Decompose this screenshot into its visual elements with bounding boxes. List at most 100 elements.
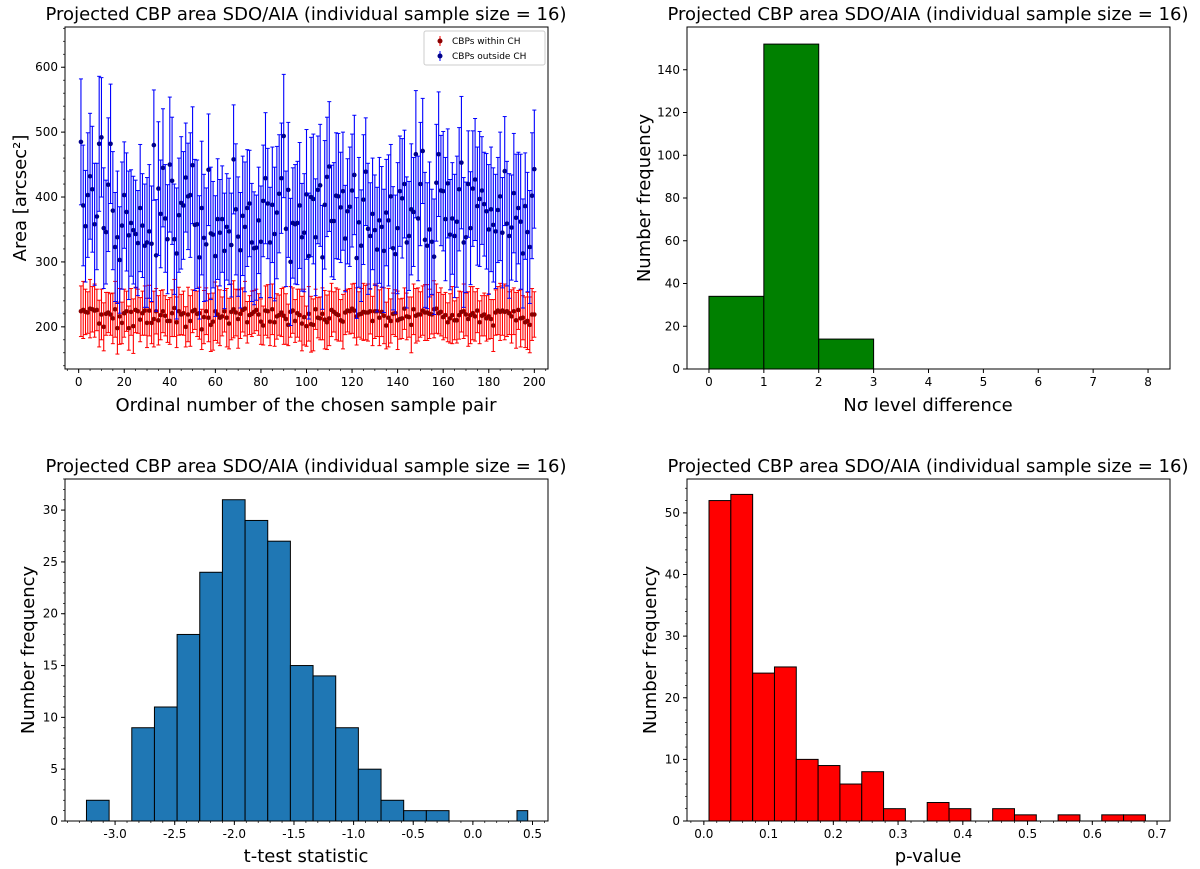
data-point — [481, 312, 487, 317]
data-point — [267, 319, 273, 324]
panel4-x-tick-label: 0.4 — [953, 827, 972, 841]
data-point — [402, 181, 407, 187]
panel2-y-tick-label: 100 — [657, 148, 680, 162]
data-point — [363, 169, 369, 175]
panel4-x-tick-label: 0.5 — [1018, 827, 1037, 841]
panel2-x-tick-label: 3 — [870, 375, 878, 389]
data-point — [516, 205, 521, 211]
data-point — [313, 234, 318, 240]
data-point — [194, 221, 200, 227]
data-point — [224, 224, 230, 230]
data-point — [393, 251, 398, 257]
panel2-y-tick-label: 80 — [665, 191, 680, 205]
data-point — [479, 188, 485, 193]
panel3-x-tick-label: -2.5 — [163, 827, 186, 841]
data-point — [288, 259, 293, 265]
data-point — [135, 240, 141, 246]
data-point — [256, 218, 261, 223]
panel-pvalue-histogram: Projected CBP area SDO/AIA (individual s… — [640, 456, 1188, 867]
data-point — [361, 197, 366, 202]
data-point — [112, 306, 118, 312]
data-point — [470, 310, 476, 316]
panel2-x-tick-label: 5 — [980, 375, 988, 389]
panel3-y-tick-label: 30 — [43, 503, 58, 517]
data-point — [383, 323, 389, 328]
data-point — [475, 308, 480, 313]
data-point — [388, 194, 394, 199]
histogram-bar — [948, 808, 972, 822]
data-point — [345, 209, 350, 214]
data-point — [295, 220, 300, 226]
data-point — [238, 311, 243, 317]
data-point — [217, 230, 223, 236]
data-point — [443, 216, 448, 222]
data-point — [532, 166, 537, 172]
data-point — [326, 316, 332, 321]
data-point — [258, 239, 264, 245]
data-point — [306, 253, 312, 259]
data-point — [320, 255, 325, 260]
panel1-x-tick-label: 100 — [295, 375, 318, 389]
data-point — [299, 234, 305, 240]
data-point — [279, 175, 284, 181]
data-point — [78, 139, 84, 145]
panel1-y-tick-label: 400 — [35, 190, 58, 204]
histogram-bar — [85, 799, 110, 822]
histogram-bar — [176, 633, 201, 822]
data-point — [142, 243, 148, 248]
data-point — [96, 321, 102, 326]
panel4-y-tick-label: 40 — [665, 568, 680, 582]
data-point — [108, 312, 113, 317]
data-point — [188, 192, 193, 198]
data-point — [447, 232, 453, 237]
histogram-bar — [773, 666, 797, 822]
data-point — [386, 218, 391, 223]
panel4-x-tick-label: 0.1 — [759, 827, 778, 841]
histogram-bar — [817, 765, 841, 822]
data-point — [317, 316, 323, 321]
data-point — [304, 323, 309, 329]
data-point — [210, 232, 216, 237]
data-point — [181, 203, 186, 208]
panel3-y-tick-label: 10 — [43, 710, 58, 724]
data-point — [146, 229, 152, 234]
data-point — [235, 316, 241, 322]
data-point — [367, 233, 373, 239]
histogram-bar — [403, 810, 427, 822]
data-point — [445, 319, 451, 325]
data-point — [297, 203, 302, 208]
data-point — [263, 175, 268, 181]
data-point — [374, 247, 380, 252]
data-point — [213, 253, 218, 259]
data-point — [461, 240, 467, 245]
data-point — [169, 178, 175, 184]
data-point — [135, 308, 141, 314]
histogram-bar — [380, 799, 405, 822]
panel3-x-tick-label: -0.5 — [402, 827, 425, 841]
data-point — [276, 191, 282, 197]
data-point — [231, 306, 236, 312]
data-point — [94, 307, 100, 313]
histogram-bar — [312, 675, 337, 822]
data-point — [258, 319, 264, 324]
series-outside-ch — [78, 73, 537, 327]
data-point — [146, 308, 152, 313]
data-point — [233, 310, 239, 315]
data-point — [411, 306, 416, 312]
data-point — [422, 237, 428, 243]
data-point — [317, 183, 323, 188]
data-point — [162, 313, 168, 319]
panel4-x-tick-label: 0.3 — [889, 827, 908, 841]
data-point — [254, 307, 259, 313]
data-point — [493, 229, 498, 234]
panel4-x-tick-label: 0.7 — [1148, 827, 1167, 841]
data-point — [365, 226, 371, 232]
data-point — [402, 306, 407, 311]
data-point — [165, 236, 170, 242]
data-point — [94, 214, 100, 219]
panel2-y-label: Number frequency — [634, 113, 655, 282]
panel1-y-label: Area [arcsec²] — [10, 135, 31, 262]
panel3-x-tick-label: -1.5 — [282, 827, 305, 841]
panel3-y-label: Number frequency — [18, 565, 39, 734]
data-point — [181, 310, 186, 316]
